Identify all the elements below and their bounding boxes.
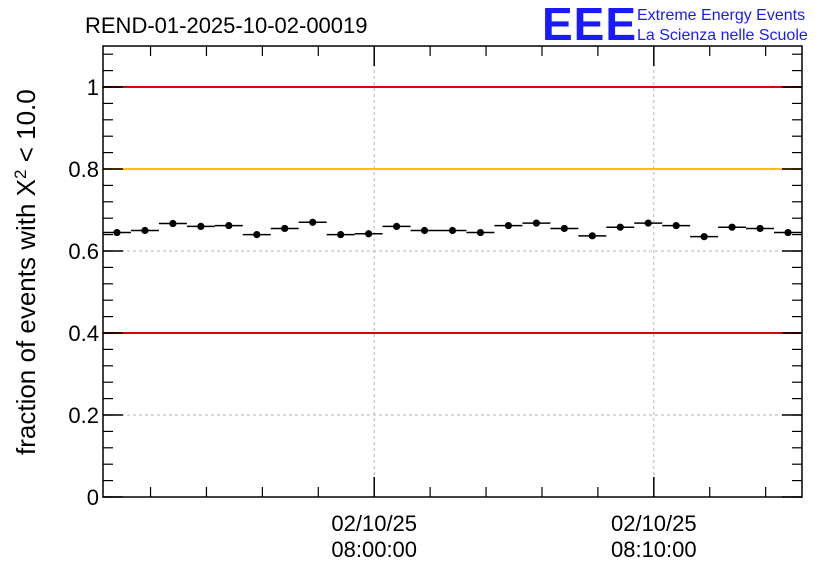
data-point-marker — [560, 224, 568, 233]
axis-ticks — [103, 46, 802, 498]
data-point-marker — [616, 223, 624, 231]
eee-logo: EEE Extreme Energy Events La Scienza nel… — [542, 0, 808, 50]
data-point-marker — [700, 233, 708, 241]
data-point — [690, 233, 719, 241]
data-point-marker — [309, 218, 317, 226]
data-point — [662, 221, 691, 230]
data-point — [158, 219, 187, 228]
data-point — [550, 224, 579, 233]
data-point-marker — [532, 219, 540, 227]
y-tick-label: 0.6 — [68, 239, 99, 264]
x-tick-label-date: 02/10/25 — [611, 511, 697, 536]
data-point — [103, 228, 131, 237]
y-axis-label-chi-symbol: X — [11, 179, 41, 196]
data-point-marker — [253, 231, 261, 239]
data-point-marker — [420, 226, 429, 235]
data-point — [466, 228, 495, 237]
reference-lines — [103, 86, 802, 334]
y-tick-label: 0.4 — [68, 321, 99, 346]
data-point-marker — [281, 224, 289, 233]
grid-layer — [103, 46, 802, 497]
data-point — [410, 226, 439, 235]
y-tick-label: 0.8 — [68, 157, 99, 182]
data-point — [522, 219, 551, 227]
y-tick-label: 1 — [87, 75, 99, 100]
data-point — [438, 226, 467, 235]
y-axis-label-prefix: fraction of events with — [11, 196, 41, 455]
data-point — [326, 231, 355, 239]
data-points — [103, 218, 802, 241]
y-axis-label: fraction of events with X2 < 10.0 — [11, 89, 42, 455]
data-point — [774, 228, 802, 237]
data-point — [746, 224, 775, 233]
data-point-marker — [672, 221, 680, 230]
y-tick-label: 0.2 — [68, 403, 99, 428]
data-point-marker — [644, 219, 652, 227]
data-point-marker — [588, 232, 596, 240]
x-tick-label-date: 02/10/25 — [331, 511, 417, 536]
logo-line-2: La Scienza nelle Scuole — [637, 27, 808, 44]
y-axis-label-suffix: < 10.0 — [11, 89, 41, 169]
plot-frame — [102, 45, 803, 498]
data-point — [718, 223, 747, 231]
data-point — [214, 221, 243, 230]
data-point-marker — [113, 228, 121, 237]
data-point — [606, 223, 635, 231]
data-point — [186, 222, 215, 230]
data-point-marker — [365, 230, 373, 238]
data-point — [130, 226, 159, 235]
tick-labels: 00.20.40.60.8102/10/2508:00:0002/10/2508… — [68, 75, 696, 562]
data-point-marker — [756, 224, 764, 233]
data-point-marker — [169, 219, 177, 228]
data-point-marker — [337, 231, 345, 239]
data-point — [382, 222, 411, 230]
data-point — [354, 230, 383, 238]
y-tick-label: 0 — [87, 485, 99, 510]
data-point-marker — [141, 226, 149, 235]
chart-title: REND-01-2025-10-02-00019 — [85, 13, 368, 38]
data-point — [298, 218, 327, 226]
data-point — [242, 231, 271, 239]
data-point — [578, 232, 607, 240]
data-point-marker — [784, 228, 792, 237]
data-point-marker — [504, 221, 513, 230]
data-point — [494, 221, 523, 230]
data-point — [634, 219, 663, 227]
logo-mark: EEE — [542, 0, 637, 50]
y-axis-label-superscript: 2 — [11, 170, 30, 179]
data-point-marker — [197, 222, 205, 230]
x-tick-label-time: 08:00:00 — [331, 537, 417, 562]
data-point-marker — [728, 223, 736, 231]
data-point-marker — [476, 228, 485, 237]
logo-line-1: Extreme Energy Events — [637, 7, 805, 24]
data-point-marker — [448, 226, 457, 235]
data-point — [270, 224, 299, 233]
data-point-marker — [392, 222, 401, 230]
data-point-marker — [225, 221, 233, 230]
x-tick-label-time: 08:10:00 — [611, 537, 697, 562]
